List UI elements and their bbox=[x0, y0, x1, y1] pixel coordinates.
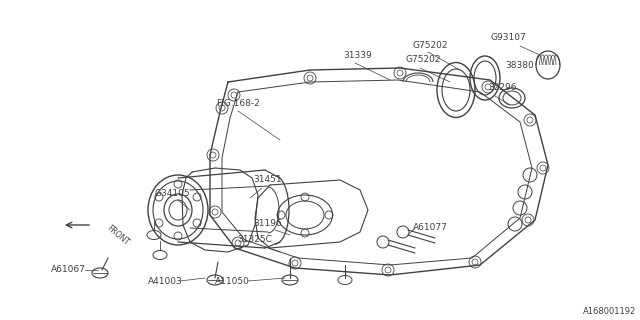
Text: A41003: A41003 bbox=[148, 276, 182, 285]
Text: G93107: G93107 bbox=[490, 34, 526, 43]
Text: A168001192: A168001192 bbox=[583, 307, 636, 316]
Text: 31325C: 31325C bbox=[237, 236, 273, 244]
Text: A61067: A61067 bbox=[51, 266, 85, 275]
Text: 31451: 31451 bbox=[253, 175, 282, 185]
Text: G75202: G75202 bbox=[412, 41, 448, 50]
Text: 32296: 32296 bbox=[489, 84, 517, 92]
Text: G34105: G34105 bbox=[154, 188, 190, 197]
Text: A61077: A61077 bbox=[413, 223, 447, 233]
Text: A11050: A11050 bbox=[214, 276, 250, 285]
Text: G75202: G75202 bbox=[405, 55, 441, 65]
Text: FIG.168-2: FIG.168-2 bbox=[216, 99, 260, 108]
Text: 31196: 31196 bbox=[253, 220, 282, 228]
Text: FRONT: FRONT bbox=[105, 223, 131, 247]
Text: 31339: 31339 bbox=[344, 51, 372, 60]
Text: 38380: 38380 bbox=[506, 60, 534, 69]
